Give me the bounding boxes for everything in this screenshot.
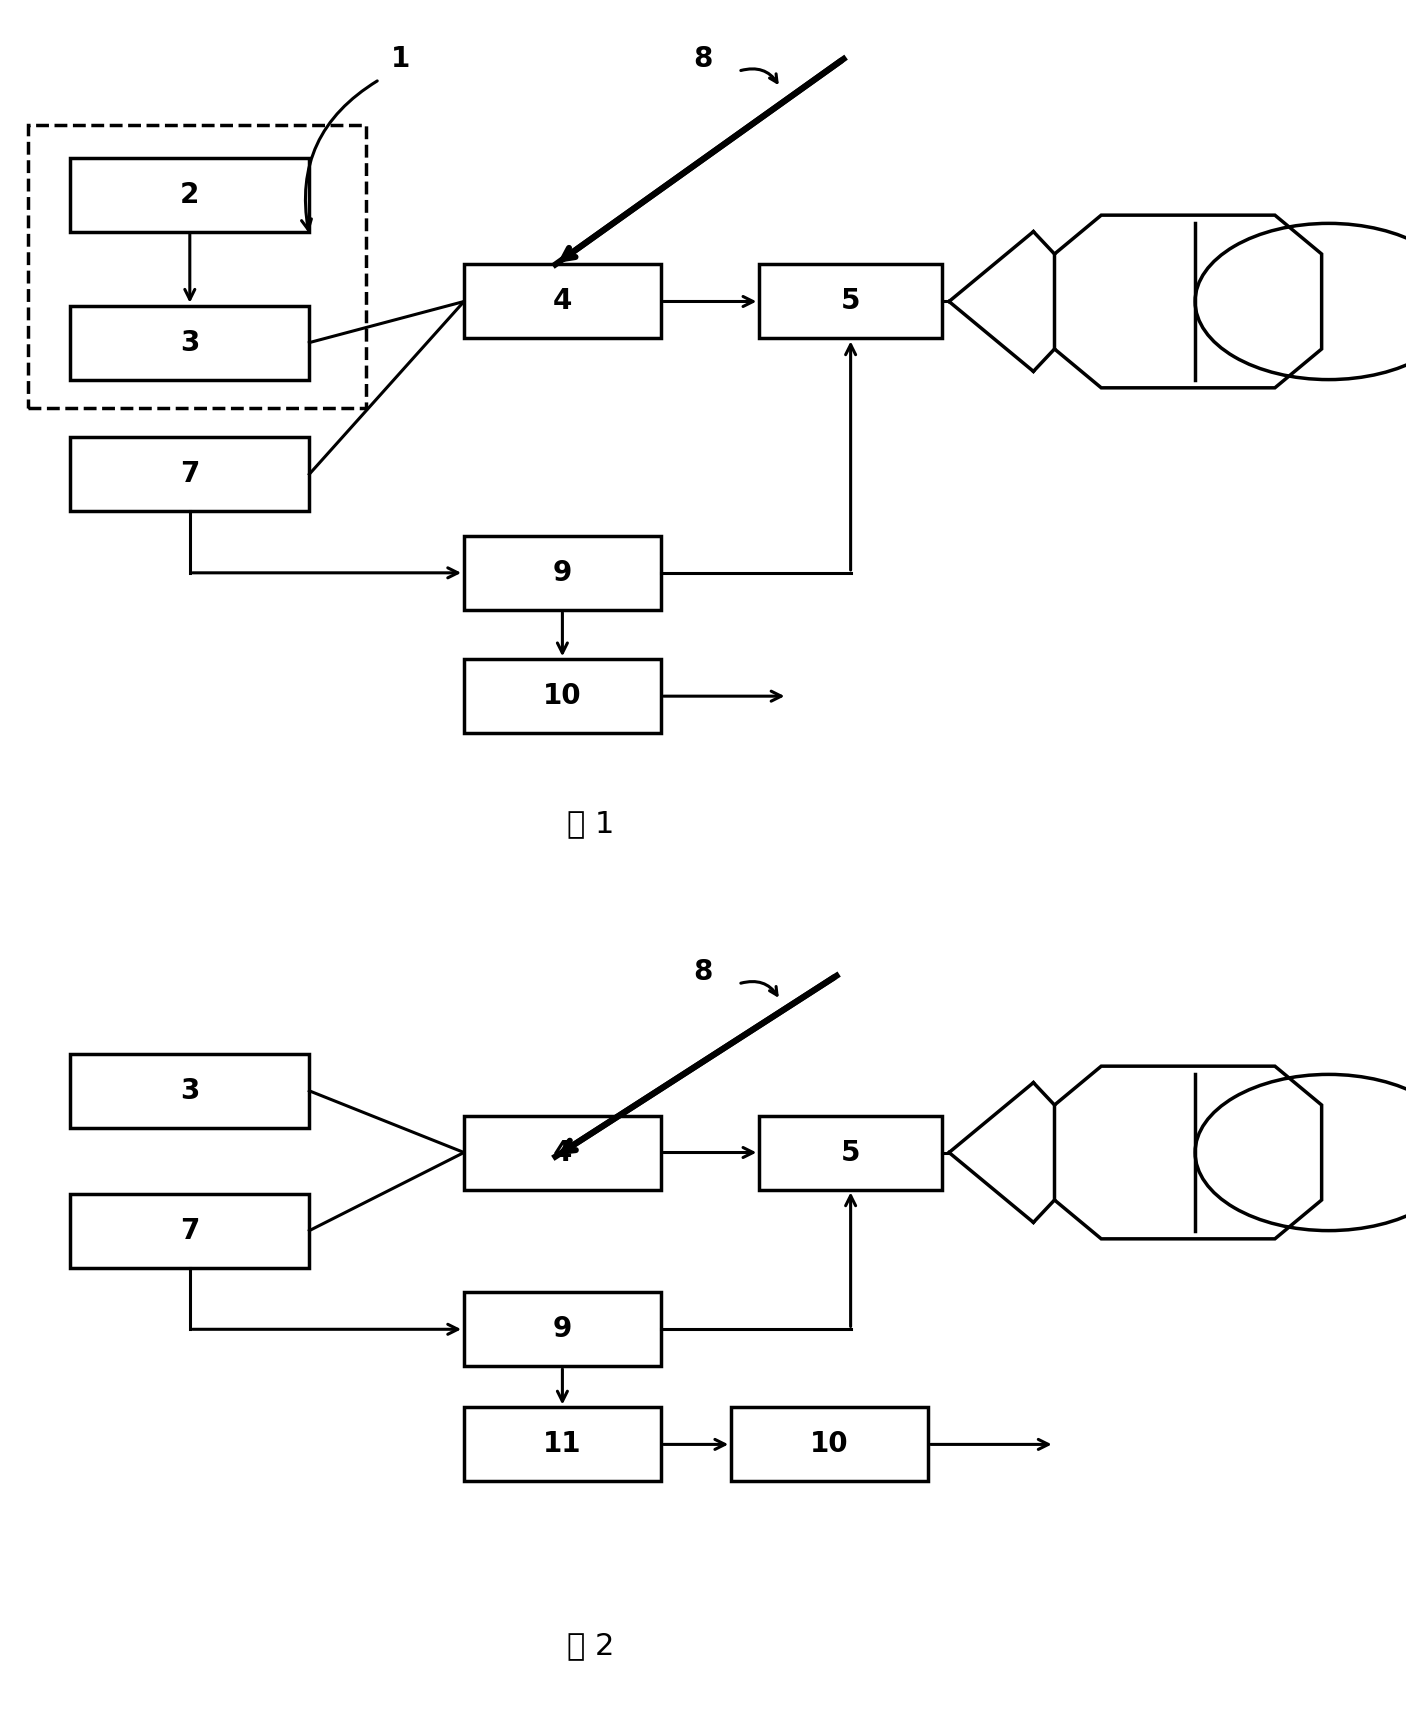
FancyBboxPatch shape — [70, 305, 309, 380]
Text: 8: 8 — [693, 958, 713, 985]
FancyBboxPatch shape — [464, 1292, 661, 1367]
Text: 图 1: 图 1 — [567, 809, 614, 838]
FancyBboxPatch shape — [759, 1115, 942, 1189]
Text: 3: 3 — [180, 1077, 200, 1105]
Text: 5: 5 — [841, 288, 860, 315]
FancyBboxPatch shape — [464, 536, 661, 610]
Text: 2: 2 — [180, 180, 200, 209]
Text: 7: 7 — [180, 461, 200, 488]
FancyBboxPatch shape — [70, 1053, 309, 1127]
Text: 1: 1 — [391, 45, 411, 74]
FancyArrowPatch shape — [741, 982, 778, 995]
FancyArrowPatch shape — [741, 69, 778, 82]
FancyBboxPatch shape — [70, 1194, 309, 1268]
FancyBboxPatch shape — [464, 1115, 661, 1189]
Text: 10: 10 — [543, 682, 582, 711]
FancyBboxPatch shape — [759, 264, 942, 339]
FancyBboxPatch shape — [70, 437, 309, 510]
Text: 8: 8 — [693, 45, 713, 74]
FancyBboxPatch shape — [464, 660, 661, 733]
Text: 4: 4 — [553, 1139, 572, 1167]
Text: 3: 3 — [180, 329, 200, 356]
Text: 图 2: 图 2 — [567, 1631, 614, 1660]
Text: 7: 7 — [180, 1216, 200, 1245]
FancyBboxPatch shape — [464, 264, 661, 339]
Text: 10: 10 — [810, 1430, 849, 1458]
FancyBboxPatch shape — [70, 158, 309, 231]
Text: 9: 9 — [553, 1316, 572, 1343]
Text: 4: 4 — [553, 288, 572, 315]
Text: 5: 5 — [841, 1139, 860, 1167]
FancyBboxPatch shape — [731, 1408, 928, 1482]
Text: 9: 9 — [553, 558, 572, 588]
FancyBboxPatch shape — [464, 1408, 661, 1482]
FancyArrowPatch shape — [301, 81, 377, 230]
Text: 11: 11 — [543, 1430, 582, 1458]
